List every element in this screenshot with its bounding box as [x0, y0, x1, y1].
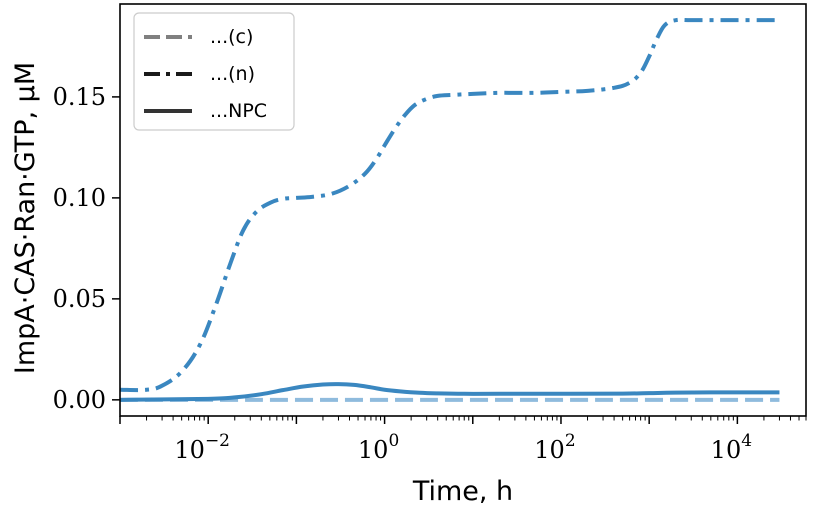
legend-label-3: ...NPC [210, 100, 267, 122]
x-tick-label: 100 [358, 431, 399, 464]
y-tick-label: 0.15 [53, 83, 106, 111]
ticks-layer: 10−2 100 102 104 0.00 0.05 0.10 0.15 [53, 83, 807, 464]
y-tick-label: 0.10 [53, 184, 106, 212]
x-tick-label: 10−2 [174, 431, 230, 464]
series-line-2 [120, 17, 780, 393]
x-axis-label: Time, h [412, 476, 513, 507]
legend-label-1: ...(c) [210, 26, 253, 48]
legend-box [133, 12, 295, 131]
x-tick-label: 104 [711, 431, 752, 464]
series-line-3 [120, 382, 780, 402]
x-tick-label: 102 [534, 431, 575, 464]
y-tick-label: 0.00 [53, 386, 106, 414]
y-tick-label: 0.05 [53, 285, 106, 313]
legend-label-2: ...(n) [210, 63, 255, 85]
series-layer [120, 17, 780, 402]
y-axis-label: ImpA·CAS·Ran·GTP, μM [10, 62, 41, 374]
plot-frame [119, 3, 807, 417]
legend: ...(c) ...(n) ...NPC [133, 12, 295, 131]
